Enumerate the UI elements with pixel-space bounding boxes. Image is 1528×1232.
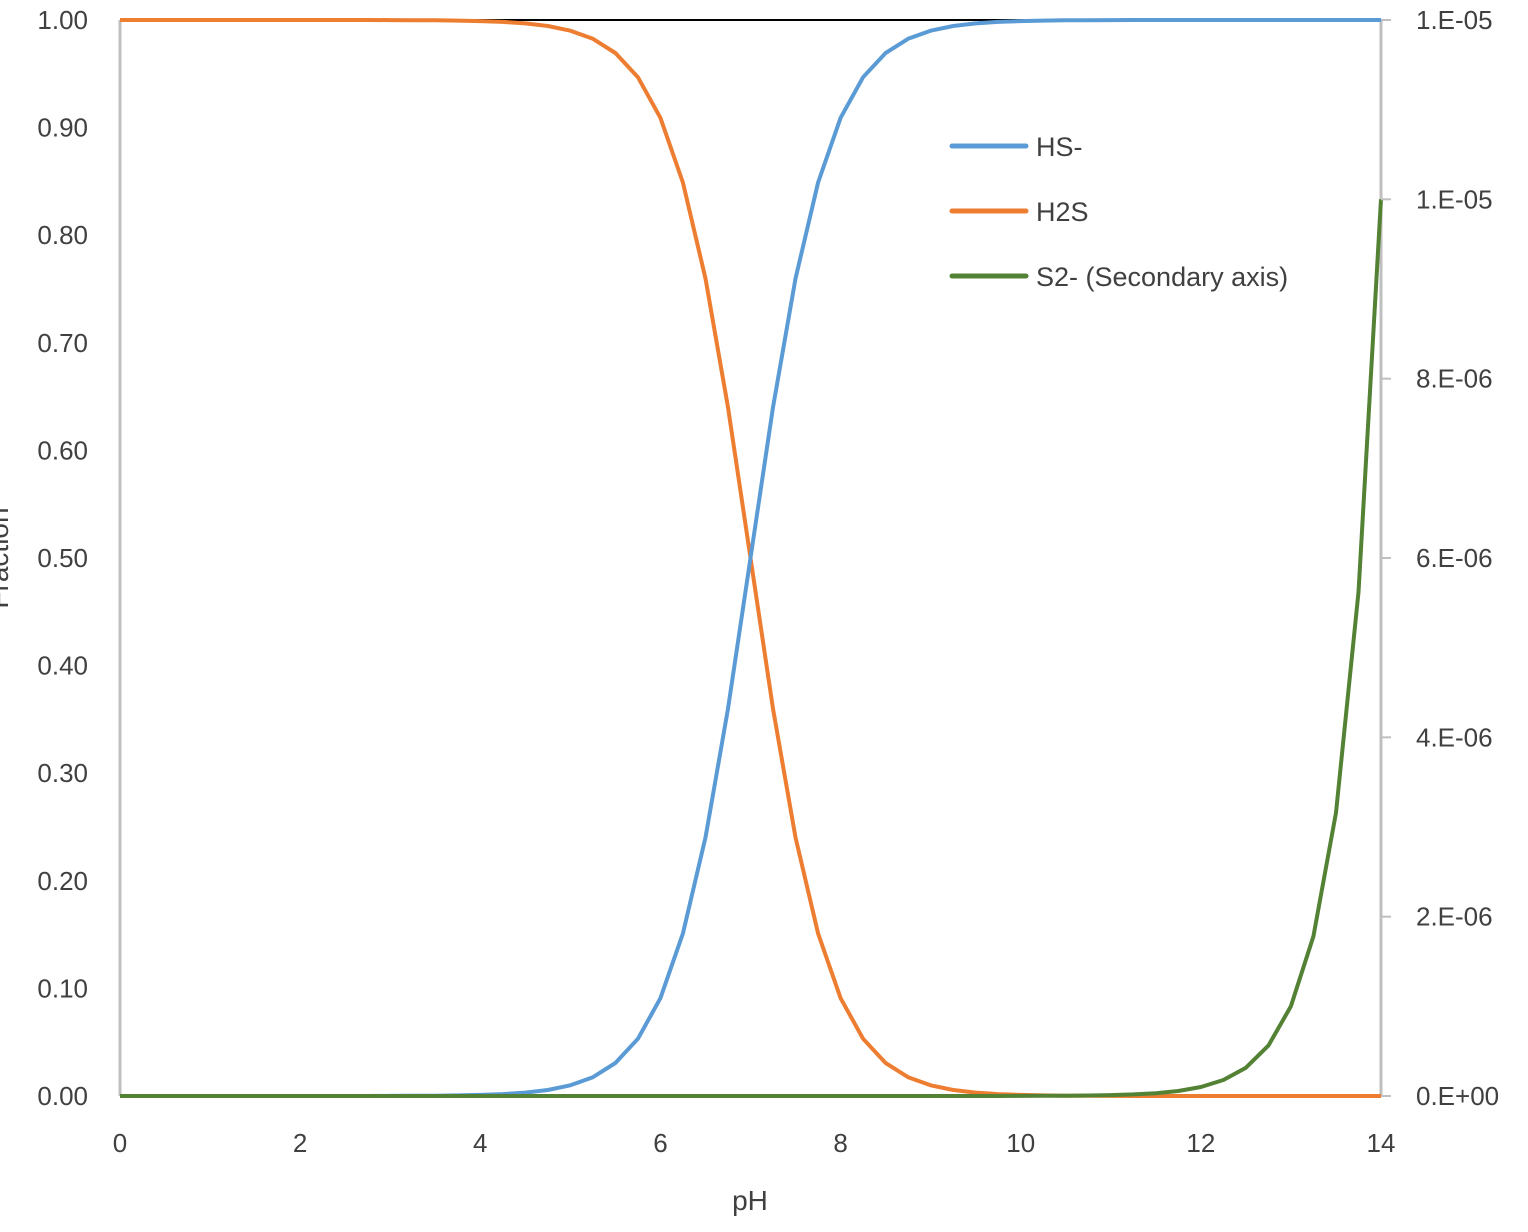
y-tick-label: 0.20: [37, 866, 88, 896]
y2-tick-label: 6.E-06: [1416, 543, 1493, 573]
y2-tick-label: 0.E+00: [1416, 1081, 1499, 1111]
x-tick-label: 10: [1006, 1128, 1035, 1158]
y-tick-label: 0.10: [37, 973, 88, 1003]
y2-tick-label: 8.E-06: [1416, 364, 1493, 394]
x-tick-label: 0: [113, 1128, 127, 1158]
y-tick-label: 0.00: [37, 1081, 88, 1111]
y-tick-label: 0.50: [37, 543, 88, 573]
y2-tick-label: 4.E-06: [1416, 722, 1493, 752]
x-tick-label: 6: [653, 1128, 667, 1158]
y-tick-label: 0.90: [37, 113, 88, 143]
y-axis-label: Fraction: [0, 507, 14, 608]
y-tick-label: 0.80: [37, 220, 88, 250]
legend: HS- H2S S2- (Secondary axis): [949, 132, 1288, 292]
y-tick-label: 0.60: [37, 435, 88, 465]
y2-tick-label: 1.E-05: [1416, 184, 1493, 214]
y-tick-label: 0.30: [37, 758, 88, 788]
series-line-s2-: [120, 199, 1383, 1098]
x-axis-label: pH: [732, 1185, 768, 1216]
y-tick-label: 0.70: [37, 328, 88, 358]
x-tick-label: 12: [1186, 1128, 1215, 1158]
y2-tick-label: 1.E-05: [1416, 5, 1493, 35]
x-tick-label: 14: [1367, 1128, 1396, 1158]
legend-label: S2- (Secondary axis): [1036, 262, 1288, 292]
y-tick-label: 0.40: [37, 651, 88, 681]
x-tick-label: 2: [293, 1128, 307, 1158]
x-tick-label: 8: [833, 1128, 847, 1158]
legend-label: H2S: [1036, 197, 1089, 227]
x-tick-label: 4: [473, 1128, 487, 1158]
y-tick-label: 1.00: [37, 5, 88, 35]
y2-tick-label: 2.E-06: [1416, 902, 1493, 932]
legend-label: HS-: [1036, 132, 1083, 162]
series-line-hs-: [120, 18, 1381, 1098]
